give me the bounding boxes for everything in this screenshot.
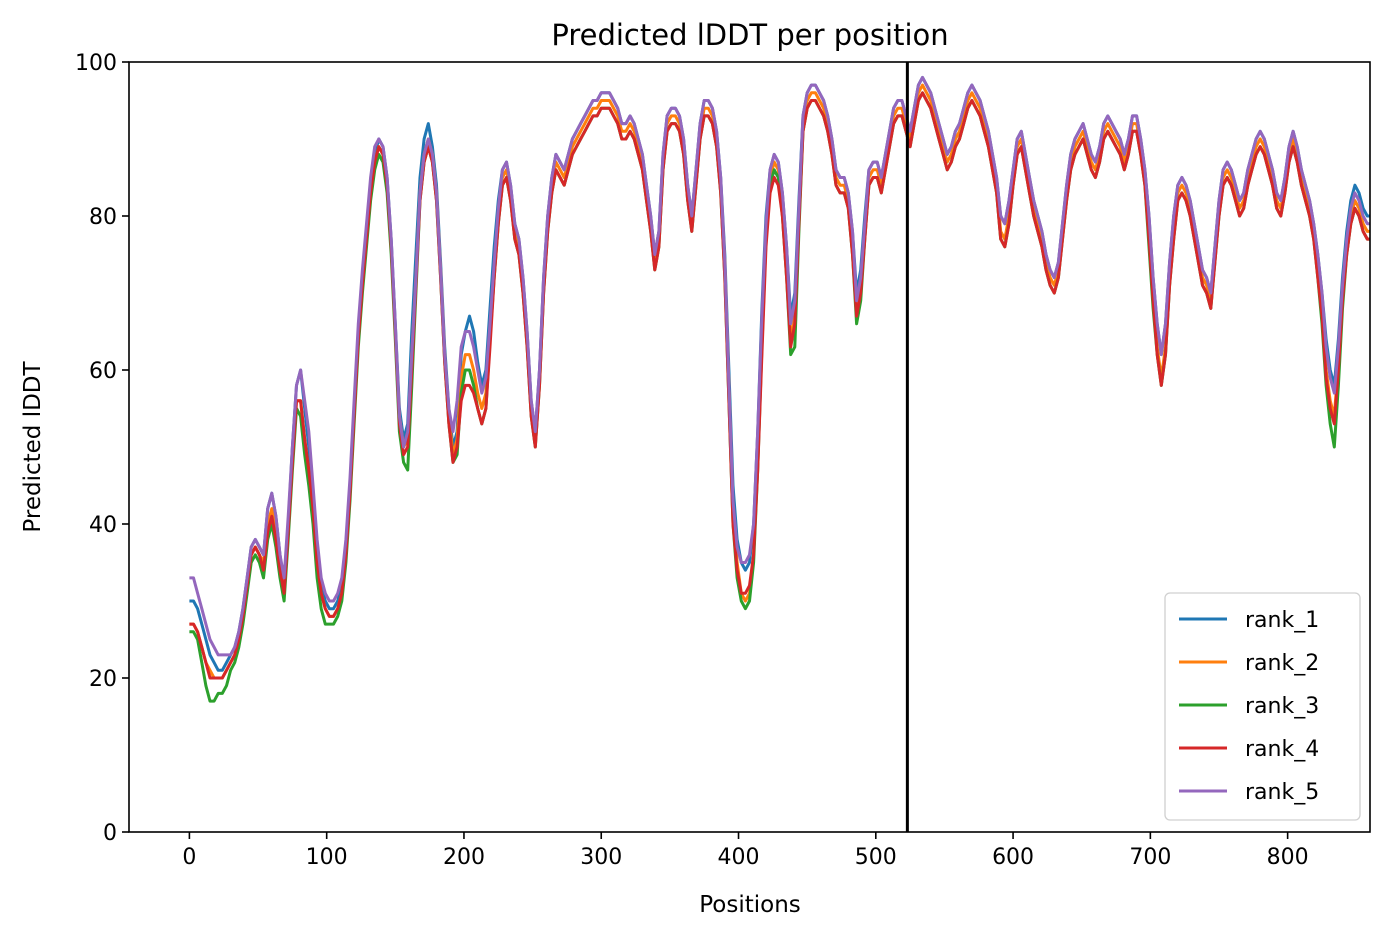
series-line-rank_1 — [189, 75, 1370, 672]
legend-label-rank_3: rank_3 — [1245, 694, 1319, 719]
y-tick-label: 20 — [89, 667, 117, 692]
x-tick-label: 600 — [992, 845, 1034, 870]
x-tick-label: 300 — [580, 845, 622, 870]
y-tick-label: 0 — [103, 821, 117, 846]
x-axis: 0 100 200 300 400 500 600 700 800 — [182, 832, 1309, 870]
x-axis-label: Positions — [699, 892, 801, 918]
y-tick-label: 40 — [89, 513, 117, 538]
x-tick-label: 400 — [718, 845, 760, 870]
legend-box — [1164, 592, 1361, 821]
legend-label-rank_4: rank_4 — [1245, 737, 1319, 762]
legend-label-rank_1: rank_1 — [1245, 608, 1319, 633]
y-tick-label: 80 — [89, 205, 117, 230]
legend: rank_1 rank_2 rank_3 rank_4 rank_5 — [1164, 592, 1361, 821]
y-tick-label: 60 — [89, 359, 117, 384]
chart-title: Predicted lDDT per position — [551, 18, 948, 52]
x-tick-label: 500 — [855, 845, 897, 870]
plot-frame — [128, 61, 1371, 833]
x-tick-label: 100 — [306, 845, 348, 870]
y-axis-label: Predicted lDDT — [20, 360, 46, 532]
x-tick-label: 200 — [443, 845, 485, 870]
series-line-rank_4 — [189, 91, 1370, 680]
y-tick-label: 100 — [75, 51, 117, 76]
x-tick-label: 800 — [1267, 845, 1309, 870]
x-tick-label: 0 — [182, 845, 196, 870]
y-axis: 0 20 40 60 80 100 — [75, 51, 129, 846]
series-line-rank_5 — [189, 75, 1370, 657]
x-tick-label: 700 — [1129, 845, 1171, 870]
legend-label-rank_5: rank_5 — [1245, 780, 1319, 805]
series-layer — [189, 75, 1370, 703]
legend-label-rank_2: rank_2 — [1245, 651, 1319, 676]
